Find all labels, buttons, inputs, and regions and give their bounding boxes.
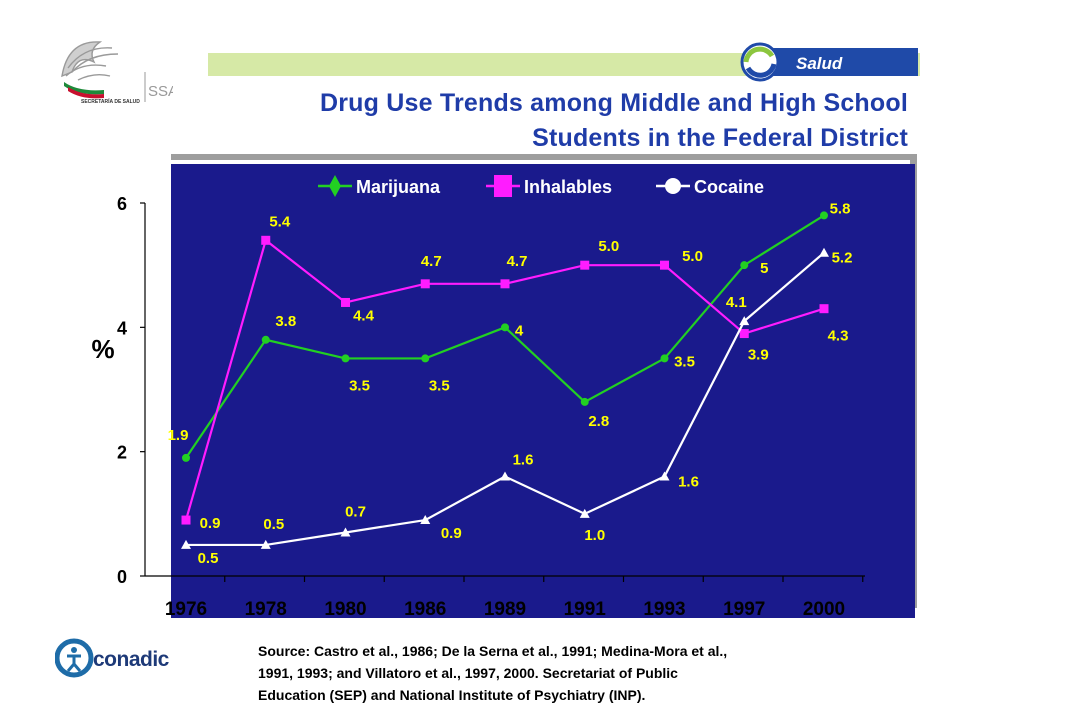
point-cocaine bbox=[659, 471, 670, 481]
legend-marker-marijuana bbox=[329, 175, 341, 197]
point-marijuana bbox=[182, 453, 190, 462]
conadic-logo: conadic bbox=[55, 638, 170, 678]
salud-logo-text: Salud bbox=[796, 54, 843, 73]
legend-marker-inhalables bbox=[494, 175, 512, 197]
x-tick-label: 1986 bbox=[404, 599, 446, 620]
title-line-2: Students in the Federal District bbox=[532, 124, 908, 152]
slide-title: Drug Use Trends among Middle and High Sc… bbox=[320, 86, 908, 156]
x-tick-label: 1997 bbox=[723, 599, 765, 620]
y-axis-label: % bbox=[91, 334, 114, 364]
data-label-inhalables: 0.9 bbox=[200, 515, 221, 532]
data-label-cocaine: 5.2 bbox=[832, 250, 853, 267]
source-line-3: Education (SEP) and National Institute o… bbox=[258, 687, 646, 703]
data-label-inhalables: 4.3 bbox=[828, 328, 849, 345]
point-marijuana bbox=[660, 354, 669, 363]
data-label-marijuana: 1.9 bbox=[168, 427, 189, 444]
source-line-2: 1991, 1993; and Villatoro et al., 1997, … bbox=[258, 665, 678, 681]
point-marijuana bbox=[341, 354, 350, 363]
title-line-1: Drug Use Trends among Middle and High Sc… bbox=[319, 89, 908, 117]
point-inhalables bbox=[660, 260, 669, 270]
x-tick-label: 1980 bbox=[324, 599, 366, 620]
data-label-inhalables: 5.0 bbox=[682, 248, 703, 265]
point-inhalables bbox=[580, 260, 590, 270]
data-label-cocaine: 0.5 bbox=[263, 516, 284, 533]
data-label-marijuana: 5.8 bbox=[830, 200, 851, 217]
point-cocaine bbox=[260, 539, 271, 549]
x-tick-label: 1991 bbox=[564, 599, 607, 620]
data-label-cocaine: 1.0 bbox=[584, 527, 605, 544]
point-inhalables bbox=[500, 279, 510, 289]
data-label-inhalables: 4.4 bbox=[353, 307, 375, 324]
point-cocaine bbox=[819, 247, 829, 257]
point-inhalables bbox=[420, 279, 430, 289]
legend-marker-cocaine bbox=[665, 178, 681, 194]
data-label-cocaine: 0.9 bbox=[441, 525, 462, 542]
data-label-inhalables: 3.9 bbox=[748, 347, 769, 364]
y-tick-label: 0 bbox=[117, 567, 127, 587]
source-line-1: Source: Castro et al., 1986; De la Serna… bbox=[258, 643, 728, 659]
data-label-marijuana: 3.5 bbox=[429, 377, 450, 394]
data-label-cocaine: 0.5 bbox=[198, 550, 219, 567]
ssa-logo-text: SSA bbox=[148, 83, 173, 100]
data-label-cocaine: 1.6 bbox=[513, 452, 534, 469]
government-seal-logo: SECRETARÍA DE SALUD SSA bbox=[61, 41, 173, 105]
point-inhalables bbox=[261, 235, 271, 245]
data-label-marijuana: 3.5 bbox=[349, 377, 370, 394]
legend-label-marijuana: Marijuana bbox=[356, 177, 441, 197]
data-label-cocaine: 1.6 bbox=[678, 474, 699, 491]
data-label-inhalables: 5.0 bbox=[598, 238, 619, 255]
point-marijuana bbox=[421, 354, 430, 363]
data-label-marijuana: 4 bbox=[515, 322, 524, 339]
point-marijuana bbox=[501, 323, 509, 332]
source-citation: Source: Castro et al., 1986; De la Serna… bbox=[258, 640, 908, 706]
point-inhalables bbox=[739, 329, 749, 339]
legend-label-inhalables: Inhalables bbox=[524, 177, 612, 197]
y-tick-label: 4 bbox=[117, 318, 127, 338]
legend-label-cocaine: Cocaine bbox=[694, 177, 764, 197]
point-inhalables bbox=[181, 515, 191, 525]
point-cocaine bbox=[340, 527, 351, 537]
y-tick-label: 6 bbox=[117, 194, 127, 214]
point-marijuana bbox=[820, 211, 828, 220]
x-tick-label: 2000 bbox=[803, 599, 845, 620]
salud-logo: Salud bbox=[740, 42, 918, 82]
y-tick-label: 2 bbox=[117, 443, 127, 463]
plot-area bbox=[171, 164, 915, 618]
data-label-inhalables: 5.4 bbox=[269, 213, 291, 230]
data-label-cocaine: 0.7 bbox=[345, 503, 366, 520]
x-tick-label: 1976 bbox=[165, 599, 207, 620]
point-cocaine bbox=[420, 515, 431, 525]
point-marijuana bbox=[580, 397, 589, 406]
point-cocaine bbox=[739, 316, 750, 326]
point-inhalables bbox=[819, 304, 829, 314]
data-label-marijuana: 2.8 bbox=[588, 413, 609, 430]
data-label-marijuana: 5 bbox=[760, 260, 768, 277]
data-label-cocaine: 4.1 bbox=[726, 294, 747, 311]
point-marijuana bbox=[740, 261, 749, 270]
point-marijuana bbox=[261, 335, 270, 344]
point-cocaine bbox=[181, 539, 191, 549]
point-cocaine bbox=[579, 508, 590, 518]
x-tick-label: 1978 bbox=[245, 599, 287, 620]
data-label-inhalables: 4.7 bbox=[421, 253, 442, 270]
point-cocaine bbox=[500, 471, 510, 481]
x-tick-label: 1989 bbox=[484, 599, 526, 620]
data-label-inhalables: 4.7 bbox=[507, 253, 528, 270]
conadic-logo-text: conadic bbox=[93, 648, 170, 671]
data-label-marijuana: 3.5 bbox=[674, 353, 695, 370]
x-tick-label: 1993 bbox=[643, 599, 685, 620]
data-label-marijuana: 3.8 bbox=[275, 313, 296, 330]
gov-logo-text: SECRETARÍA DE SALUD bbox=[81, 97, 140, 105]
point-inhalables bbox=[341, 297, 350, 307]
